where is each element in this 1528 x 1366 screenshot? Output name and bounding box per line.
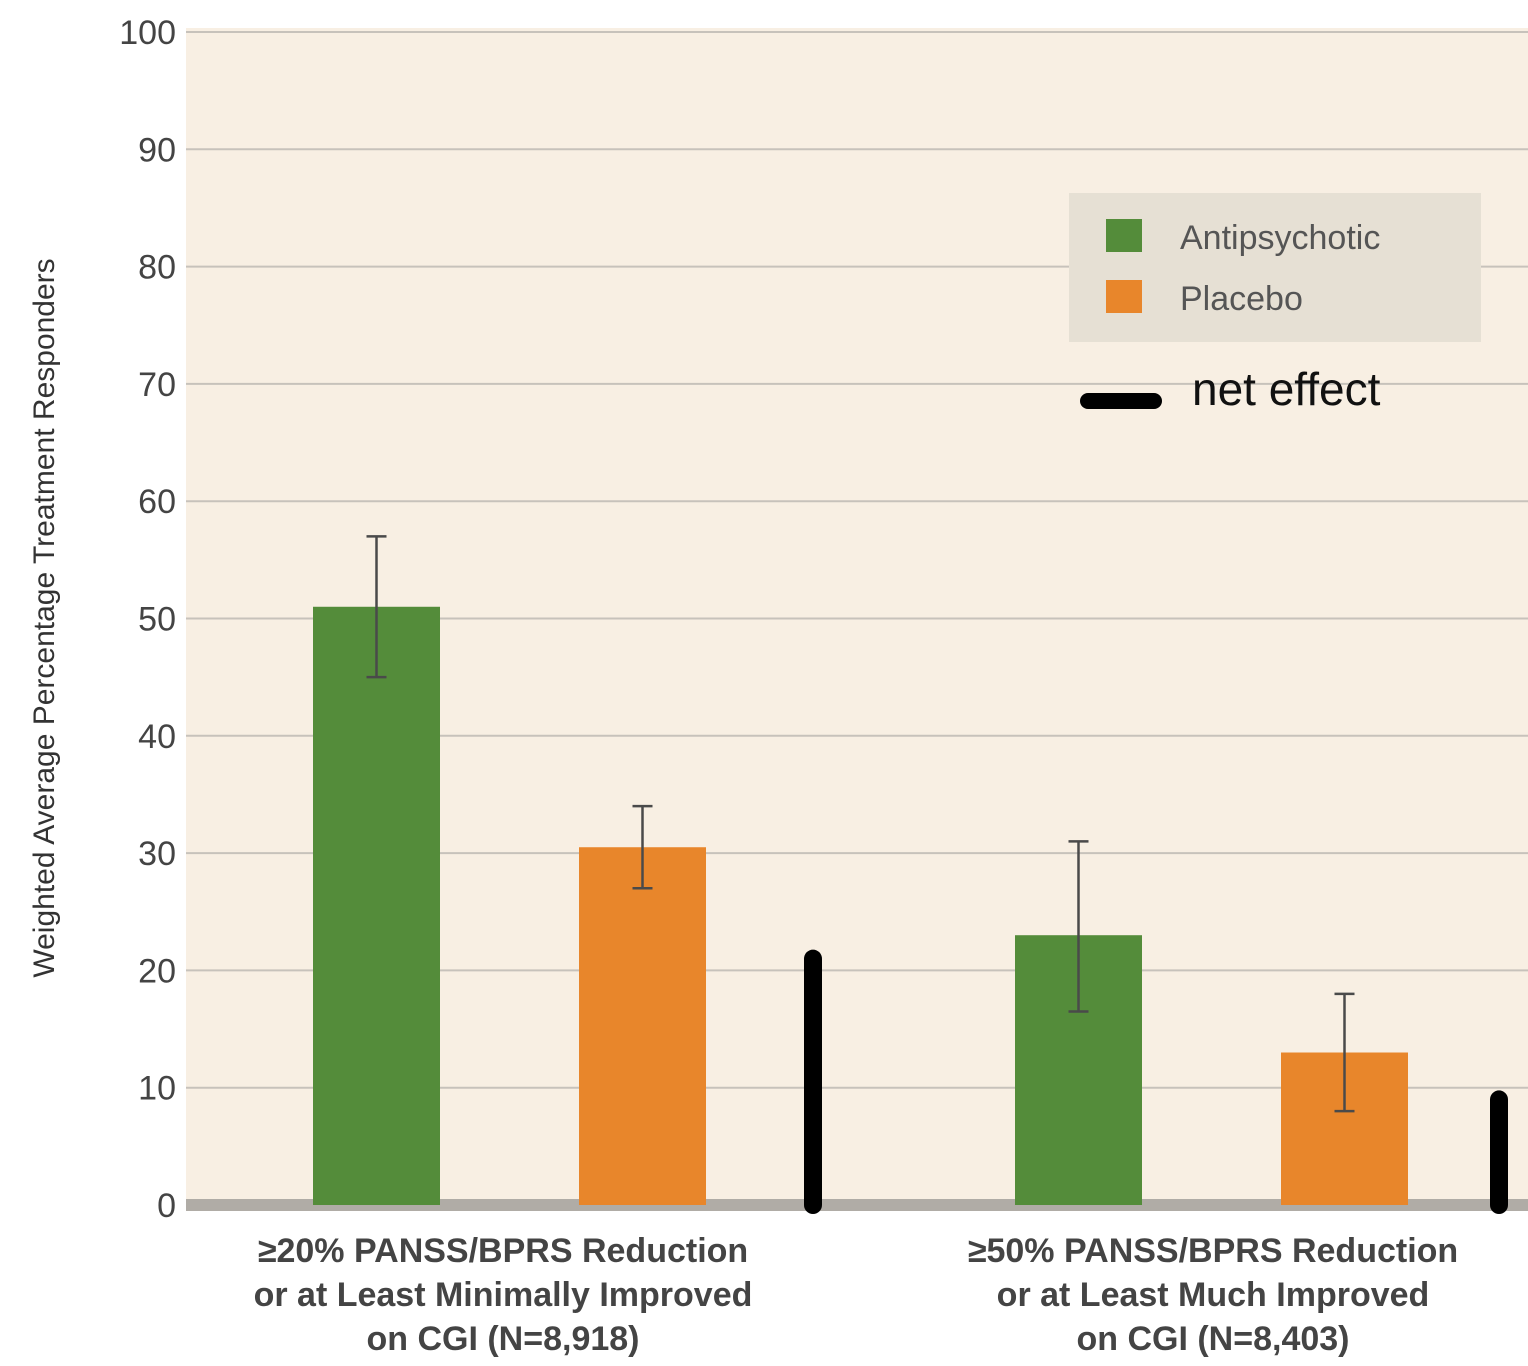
- y-axis-label: Weighted Average Percentage Treatment Re…: [28, 258, 61, 977]
- y-tick-label: 60: [138, 483, 176, 521]
- y-tick-label: 70: [138, 366, 176, 404]
- y-tick-label: 30: [138, 835, 176, 873]
- x-category-label: ≥50% PANSS/BPRS Reduction: [968, 1232, 1458, 1270]
- y-tick-label: 10: [138, 1070, 176, 1108]
- x-category-label: on CGI (N=8,403): [1076, 1320, 1349, 1358]
- x-axis-line: [186, 1199, 1528, 1211]
- legend-swatch-placebo: [1106, 280, 1142, 313]
- y-tick-label: 0: [157, 1187, 176, 1225]
- x-category-label: or at Least Minimally Improved: [254, 1276, 753, 1314]
- x-category-label: or at Least Much Improved: [997, 1276, 1430, 1314]
- placebo-bar: [579, 847, 706, 1205]
- y-tick-label: 90: [138, 131, 176, 169]
- y-tick-label: 50: [138, 601, 176, 639]
- legend-swatch-antipsychotic: [1106, 219, 1142, 252]
- y-tick-label: 100: [119, 14, 176, 52]
- y-tick-label: 80: [138, 249, 176, 287]
- x-category-label: on CGI (N=8,918): [366, 1320, 639, 1358]
- legend-label-placebo: Placebo: [1180, 280, 1303, 318]
- legend-box: [1069, 193, 1481, 342]
- x-category-label: ≥20% PANSS/BPRS Reduction: [258, 1232, 748, 1270]
- legend-label-antipsychotic: Antipsychotic: [1180, 219, 1380, 257]
- y-tick-label: 20: [138, 952, 176, 990]
- antipsychotic-bar: [313, 606, 440, 1205]
- y-tick-label: 40: [138, 718, 176, 756]
- legend-label-net-effect: net effect: [1192, 363, 1381, 415]
